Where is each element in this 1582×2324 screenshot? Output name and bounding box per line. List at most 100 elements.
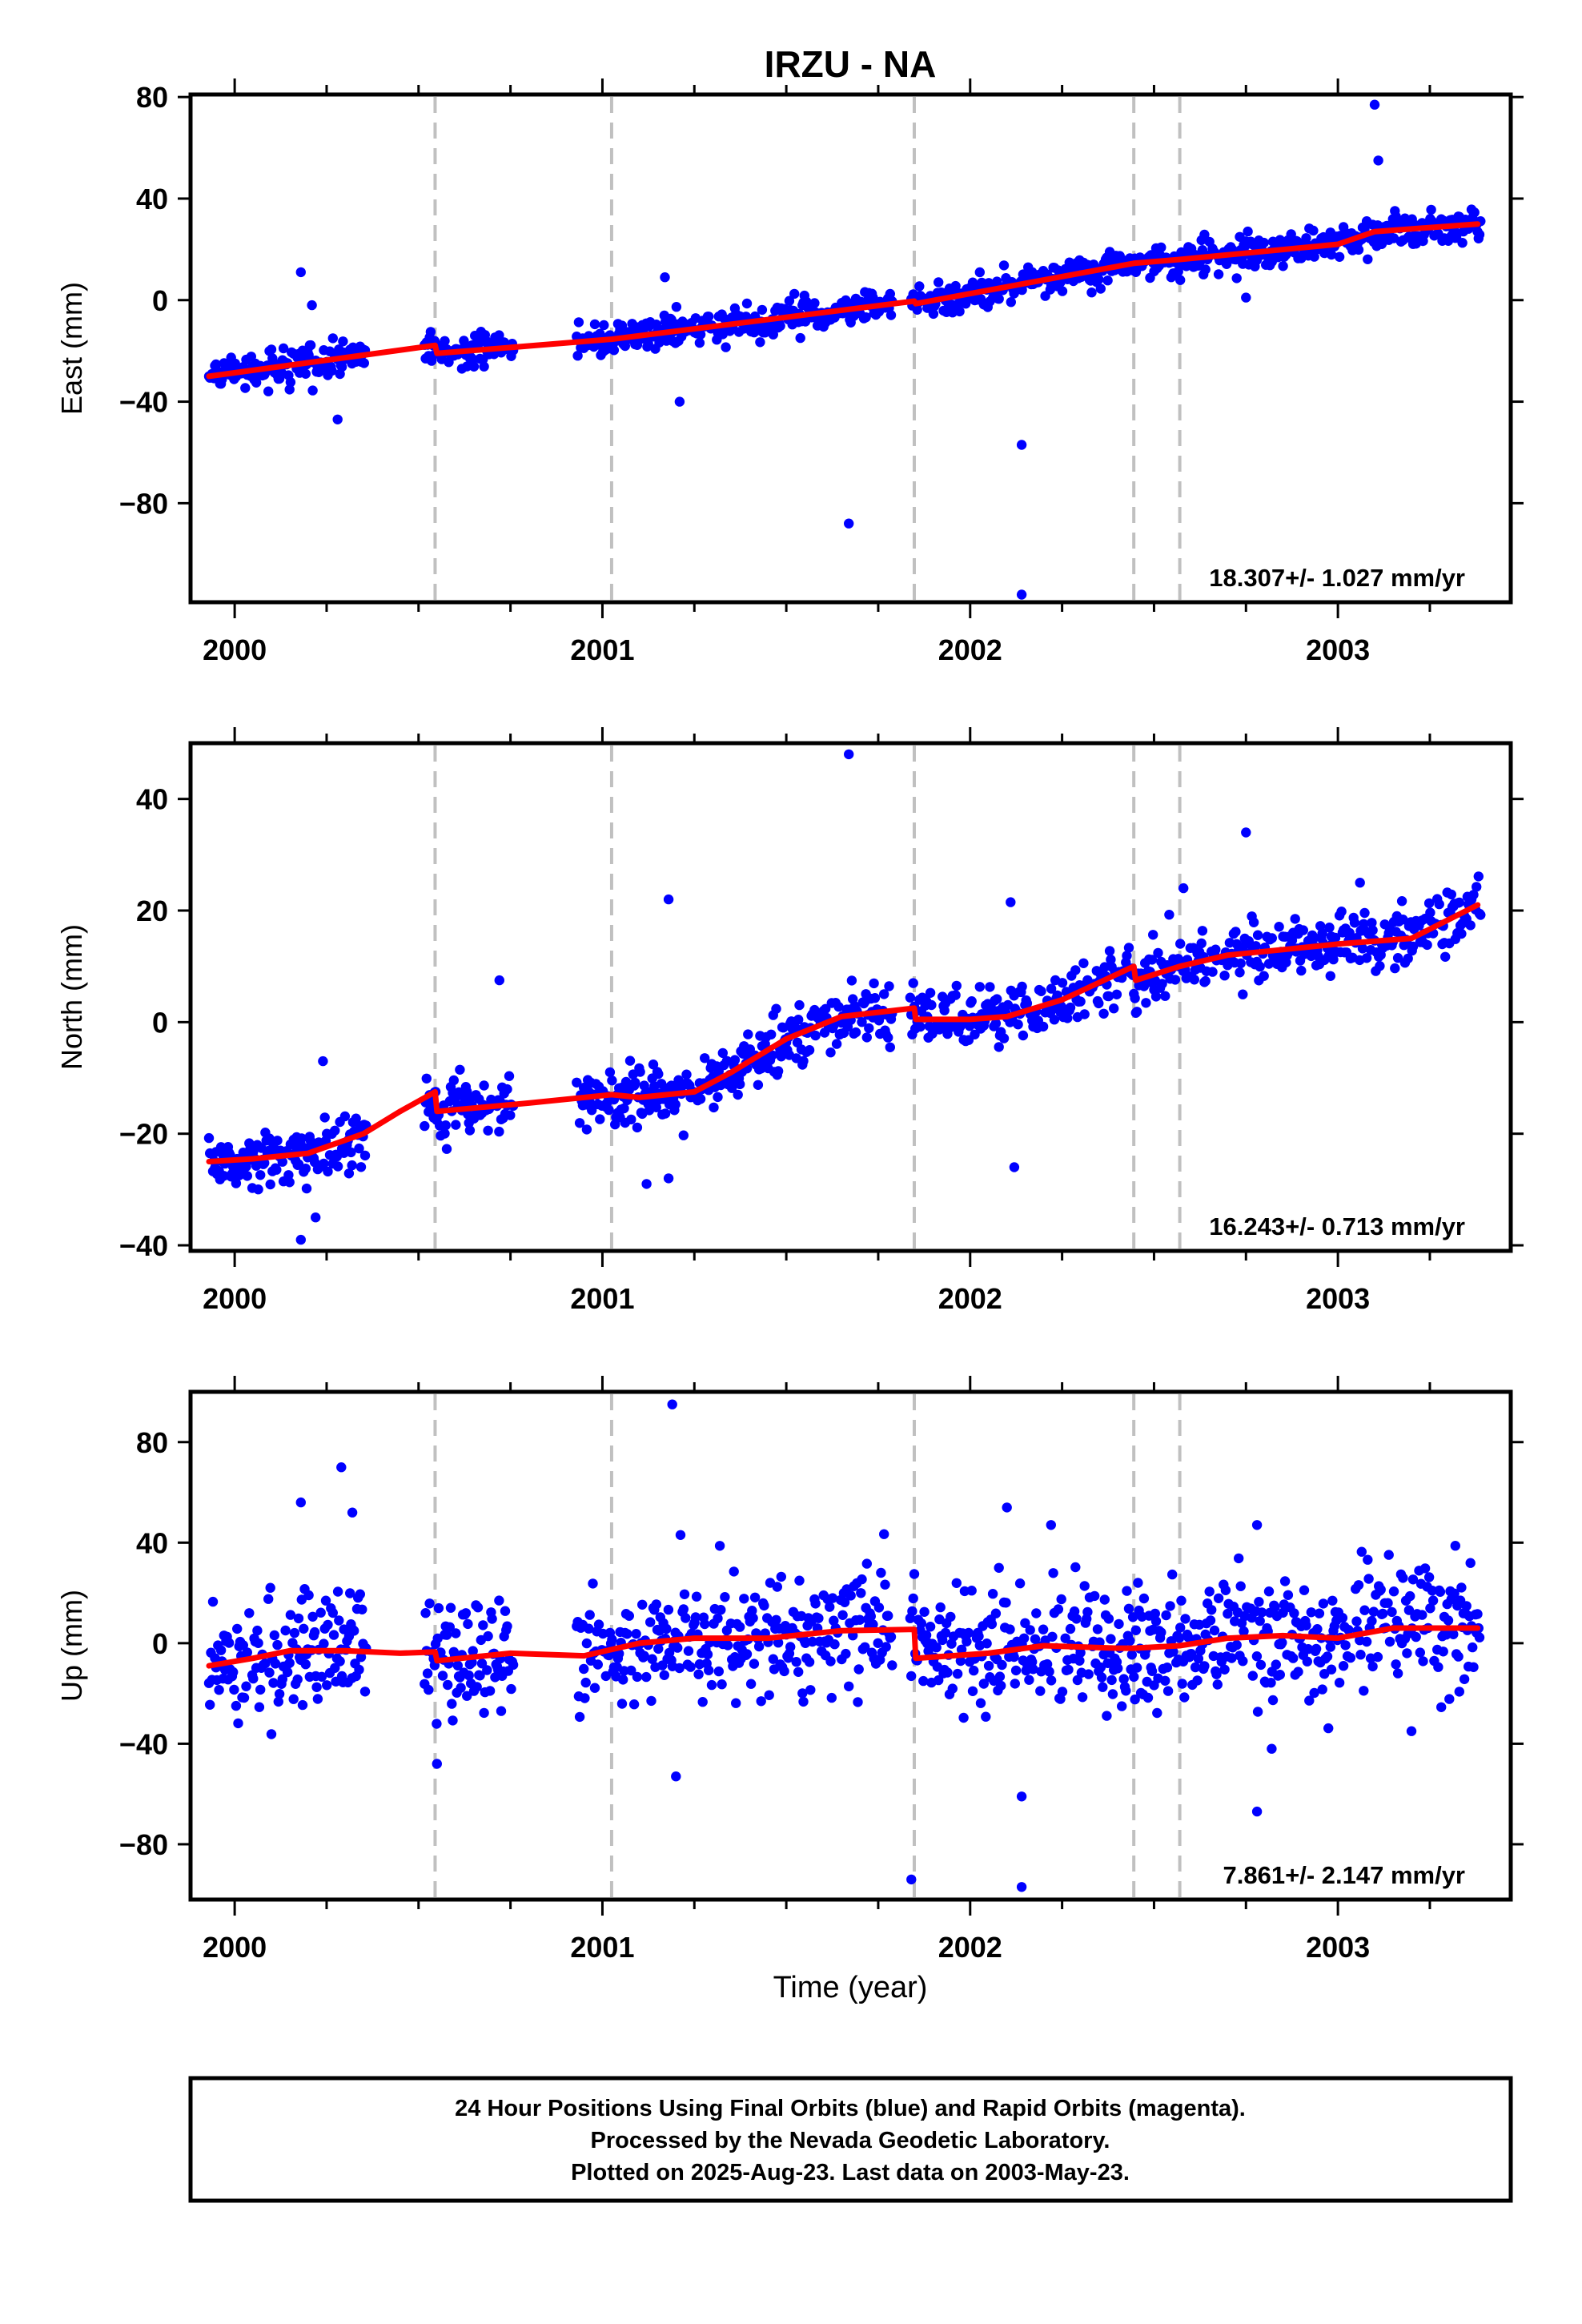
up-data-point xyxy=(316,1671,327,1682)
up-data-point xyxy=(231,1700,242,1711)
up-data-point xyxy=(1465,1558,1476,1568)
up-data-point xyxy=(1213,1593,1224,1604)
north-plot-frame xyxy=(188,741,1513,1253)
up-outlier-point xyxy=(1016,1882,1027,1892)
north-data-point xyxy=(1062,1013,1073,1023)
north-data-point xyxy=(831,1039,842,1049)
up-data-point xyxy=(478,1620,488,1630)
up-data-point xyxy=(829,1615,839,1626)
north-data-point xyxy=(992,994,1002,1004)
east-y-tick-label: −40 xyxy=(119,386,168,419)
up-data-point xyxy=(918,1675,929,1687)
east-data-point xyxy=(974,267,986,278)
up-data-point xyxy=(1205,1615,1216,1626)
up-data-point xyxy=(1079,1581,1090,1591)
up-y-tick-label: −40 xyxy=(119,1727,168,1760)
up-data-point xyxy=(311,1682,322,1692)
up-data-point xyxy=(951,1578,962,1589)
up-data-point xyxy=(1070,1562,1081,1573)
north-outlier-point xyxy=(1006,897,1016,907)
up-data-point xyxy=(829,1639,840,1650)
up-data-point xyxy=(588,1578,598,1589)
north-data-point xyxy=(1298,925,1309,935)
north-data-point xyxy=(908,978,918,988)
up-data-point xyxy=(1438,1647,1448,1657)
up-data-point xyxy=(270,1659,281,1669)
north-data-point xyxy=(440,1120,451,1131)
north-data-point xyxy=(1122,951,1132,961)
north-data-point xyxy=(277,1156,287,1167)
up-data-point xyxy=(1106,1675,1117,1686)
up-data-point xyxy=(437,1671,448,1681)
up-data-point xyxy=(1125,1635,1135,1647)
north-data-point xyxy=(773,1066,784,1076)
up-data-point xyxy=(268,1678,279,1688)
up-data-point xyxy=(300,1659,311,1670)
north-data-point xyxy=(1022,998,1033,1009)
east-outlier-point xyxy=(1369,99,1380,110)
up-data-point xyxy=(1180,1614,1191,1624)
up-data-point xyxy=(632,1671,643,1683)
up-data-point xyxy=(1314,1608,1325,1618)
north-data-point xyxy=(793,1015,804,1025)
east-data-point xyxy=(608,345,620,356)
up-data-point xyxy=(1186,1649,1197,1659)
up-data-point xyxy=(328,1630,339,1640)
north-data-point xyxy=(767,1050,777,1060)
up-data-point xyxy=(1267,1695,1279,1706)
up-data-point xyxy=(1375,1584,1386,1595)
east-data-point xyxy=(425,327,436,337)
north-rate-label: 16.243+/- 0.713 mm/yr xyxy=(1209,1212,1465,1240)
up-data-point xyxy=(288,1694,299,1704)
up-data-point xyxy=(1152,1707,1162,1719)
up-data-point xyxy=(785,1642,796,1652)
north-data-point xyxy=(255,1170,266,1180)
east-outlier-point xyxy=(674,396,685,407)
up-data-point xyxy=(1063,1664,1074,1675)
up-data-point xyxy=(958,1712,969,1723)
east-y-tick-label: −80 xyxy=(119,487,168,520)
north-outlier-point xyxy=(663,894,674,905)
up-data-point xyxy=(289,1627,300,1638)
east-x-tick-label: 2002 xyxy=(938,633,1002,666)
up-data-point xyxy=(986,1618,998,1630)
north-data-point xyxy=(604,1067,616,1078)
up-data-point xyxy=(584,1623,594,1634)
up-data-point xyxy=(349,1626,359,1636)
up-data-point xyxy=(616,1699,628,1709)
north-data-point xyxy=(632,1122,643,1133)
up-x-tick-label: 2003 xyxy=(1306,1931,1370,1964)
north-data-point xyxy=(1075,996,1086,1007)
north-data-point xyxy=(735,1079,745,1090)
up-data-point xyxy=(1304,1695,1315,1706)
north-data-point xyxy=(574,1118,585,1128)
north-data-point xyxy=(1296,965,1307,976)
east-data-point xyxy=(1213,269,1224,279)
north-data-point xyxy=(1248,917,1259,928)
up-data-point xyxy=(772,1582,782,1592)
up-y-tick-label: 80 xyxy=(136,1426,168,1459)
up-data-point xyxy=(622,1629,632,1639)
north-data-point xyxy=(1392,953,1403,963)
north-data-point xyxy=(850,1027,861,1038)
north-x-tick-label: 2003 xyxy=(1306,1282,1370,1315)
up-data-point xyxy=(1133,1578,1143,1588)
up-data-point xyxy=(963,1627,974,1638)
north-data-point xyxy=(1361,953,1372,963)
east-data-point xyxy=(1231,273,1242,283)
up-data-point xyxy=(947,1683,958,1694)
north-data-point xyxy=(1468,890,1479,900)
up-data-point xyxy=(1450,1541,1461,1551)
north-data-point xyxy=(1425,907,1435,918)
north-data-point xyxy=(1235,967,1245,978)
north-data-point xyxy=(990,1018,1002,1029)
up-data-point xyxy=(472,1602,484,1613)
up-y-tick-label: 40 xyxy=(136,1526,168,1559)
north-data-point xyxy=(296,1133,307,1144)
east-data-point xyxy=(671,302,682,312)
east-data-point xyxy=(954,306,965,317)
east-outlier-point xyxy=(295,267,306,278)
up-data-point xyxy=(647,1654,657,1664)
up-data-point xyxy=(1129,1671,1139,1683)
north-data-point xyxy=(355,1162,367,1172)
